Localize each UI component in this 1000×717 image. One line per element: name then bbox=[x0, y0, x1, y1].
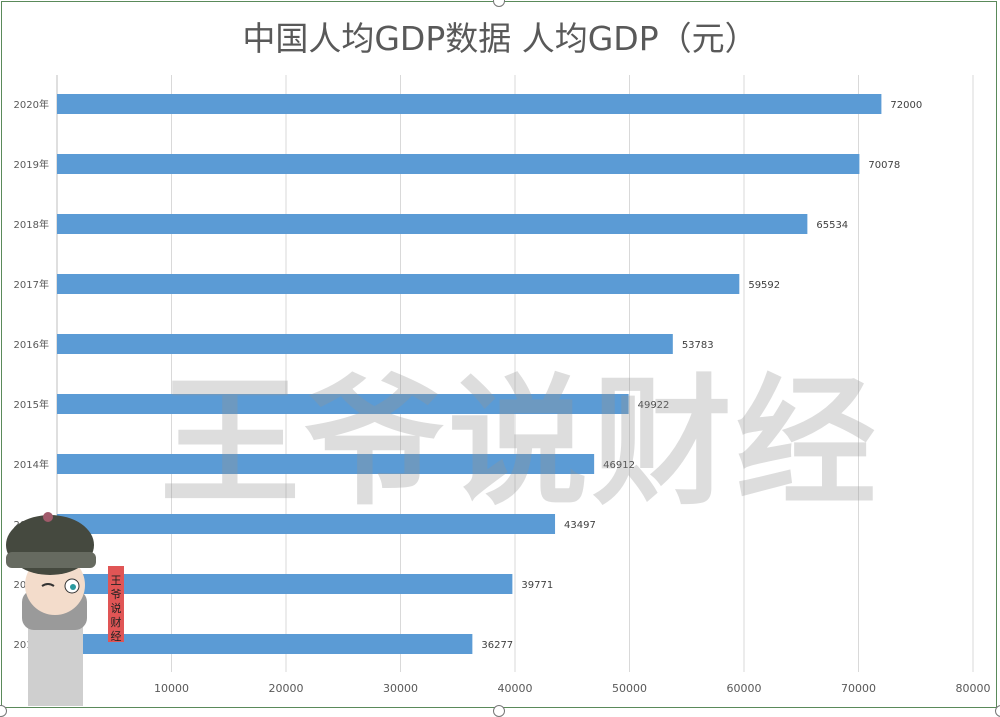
data-label: 49922 bbox=[638, 400, 670, 411]
x-tick-label: 20000 bbox=[269, 682, 304, 695]
resize-handle-bottom-left[interactable] bbox=[0, 705, 7, 717]
data-label: 59592 bbox=[748, 280, 780, 291]
resize-handle-bottom-right[interactable] bbox=[995, 705, 1000, 717]
y-tick-label: 2020年 bbox=[14, 98, 49, 111]
data-label: 46912 bbox=[603, 460, 635, 471]
y-tick-label: 2012年 bbox=[14, 578, 49, 591]
bar bbox=[57, 274, 740, 294]
data-label: 43497 bbox=[564, 520, 596, 531]
bar bbox=[57, 394, 629, 414]
bar bbox=[57, 214, 808, 234]
x-tick-label: 50000 bbox=[612, 682, 647, 695]
bar bbox=[57, 574, 513, 594]
data-label: 72000 bbox=[890, 100, 922, 111]
data-label: 70078 bbox=[868, 160, 900, 171]
bar bbox=[57, 94, 882, 114]
y-tick-label: 2019年 bbox=[14, 158, 49, 171]
x-tick-label: 40000 bbox=[498, 682, 533, 695]
y-tick-label: 2015年 bbox=[14, 398, 49, 411]
watermark: 王爷说财经 bbox=[160, 362, 881, 525]
bar bbox=[57, 634, 473, 654]
bar bbox=[57, 454, 595, 474]
y-tick-label: 2013年 bbox=[14, 518, 49, 531]
bar bbox=[57, 334, 673, 354]
x-tick-label: 70000 bbox=[841, 682, 876, 695]
y-tick-label: 2017年 bbox=[14, 278, 49, 291]
y-tick-label: 2016年 bbox=[14, 338, 49, 351]
y-tick-label: 2014年 bbox=[14, 458, 49, 471]
data-label: 53783 bbox=[682, 340, 714, 351]
bar bbox=[57, 514, 556, 534]
y-tick-label: 2018年 bbox=[14, 218, 49, 231]
data-label: 36277 bbox=[481, 640, 513, 651]
chart-title: 中国人均GDP数据 人均GDP（元） bbox=[242, 19, 758, 58]
x-tick-label: 60000 bbox=[727, 682, 762, 695]
x-tick-label: 30000 bbox=[383, 682, 418, 695]
data-label: 39771 bbox=[521, 580, 553, 591]
x-tick-label: 80000 bbox=[956, 682, 991, 695]
bar bbox=[57, 154, 860, 174]
y-tick-label: 2011年 bbox=[14, 638, 49, 651]
resize-handle-bottom[interactable] bbox=[493, 705, 505, 717]
x-tick-label: 10000 bbox=[154, 682, 189, 695]
data-label: 65534 bbox=[816, 220, 848, 231]
